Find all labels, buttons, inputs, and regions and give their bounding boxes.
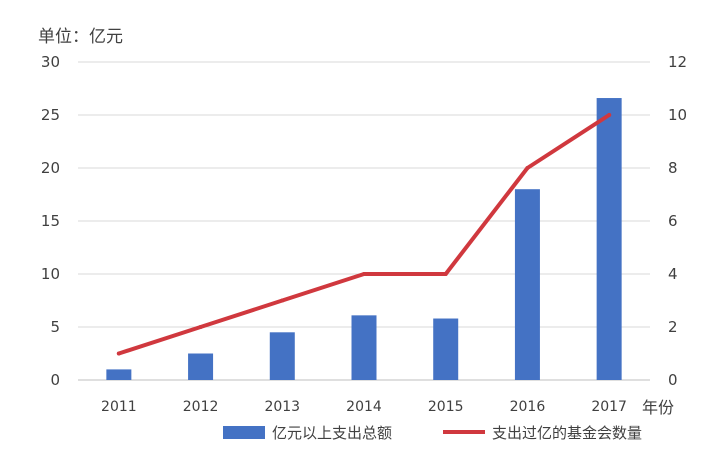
legend-bar-swatch (223, 426, 265, 439)
x-axis: 2011 2012 2013 2014 2015 2016 2017 (101, 399, 627, 415)
x-axis-tick: 2012 (183, 399, 219, 415)
right-axis-tick: 8 (668, 159, 678, 177)
legend: 亿元以上支出总额 支出过亿的基金会数量 (223, 424, 642, 442)
x-axis-title: 年份 (642, 398, 674, 417)
line-point (525, 166, 530, 170)
right-axis-tick: 4 (668, 265, 678, 283)
line-point (607, 113, 612, 117)
bar (433, 318, 459, 380)
line-point (362, 272, 366, 276)
x-axis-tick: 2017 (591, 399, 627, 415)
left-axis-tick: 30 (41, 53, 60, 71)
bar-series (106, 98, 622, 380)
line-series (116, 113, 612, 356)
bar (514, 189, 540, 380)
bar (269, 332, 295, 380)
right-axis-tick: 0 (668, 371, 678, 389)
right-axis: 0 2 4 6 8 10 12 (668, 53, 687, 389)
x-axis-tick: 2016 (510, 399, 546, 415)
line-point (198, 325, 203, 329)
left-axis-tick: 20 (41, 159, 60, 177)
x-axis-tick: 2014 (346, 399, 382, 415)
bar (106, 369, 132, 380)
x-axis-tick: 2015 (428, 399, 464, 415)
right-axis-tick: 12 (668, 53, 687, 71)
right-axis-tick: 2 (668, 318, 678, 336)
right-axis-tick: 10 (668, 106, 687, 124)
line-point (116, 351, 121, 356)
bar (188, 353, 214, 380)
left-axis-tick: 25 (41, 106, 60, 124)
unit-label: 单位：亿元 (38, 27, 123, 47)
x-axis-tick: 2013 (264, 399, 300, 415)
left-axis: 0 5 10 15 20 25 30 (41, 53, 60, 389)
left-axis-tick: 10 (41, 265, 60, 283)
bar (596, 98, 622, 380)
line-point (280, 298, 285, 303)
left-axis-tick: 5 (50, 318, 60, 336)
line-point (443, 272, 448, 276)
right-axis-tick: 6 (668, 212, 678, 230)
left-axis-tick: 0 (50, 371, 60, 389)
bar (351, 315, 377, 380)
left-axis-tick: 15 (41, 212, 60, 230)
legend-line-label: 支出过亿的基金会数量 (492, 424, 642, 442)
x-axis-tick: 2011 (101, 399, 137, 415)
legend-bar-label: 亿元以上支出总额 (272, 424, 392, 442)
